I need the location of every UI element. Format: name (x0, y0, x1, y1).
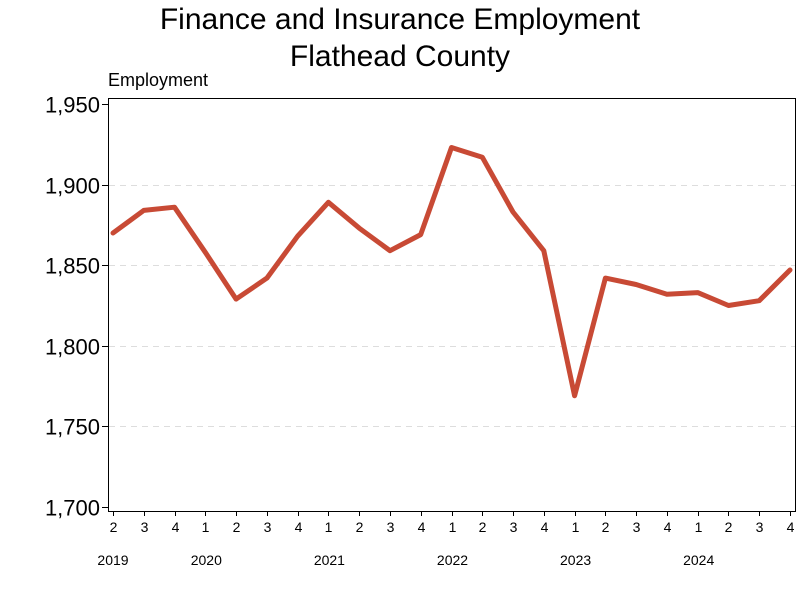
y-axis: 1,700 1,750 1,800 1,850 1,900 1,950 (45, 93, 108, 521)
data-point (634, 282, 639, 287)
x-tick-label: 3 (141, 519, 149, 535)
data-point (234, 297, 239, 302)
x-tick-label: 2 (233, 519, 241, 535)
x-tick-label: 1 (449, 519, 457, 535)
x-tick-label: 3 (264, 519, 272, 535)
x-year-label: 2024 (683, 552, 714, 568)
data-point (388, 248, 392, 253)
x-tick-label: 2 (602, 519, 610, 535)
x-tick-label: 2 (479, 519, 487, 535)
x-year-label: 2023 (560, 552, 591, 568)
x-tick-label: 4 (295, 519, 303, 535)
plot-frame (108, 98, 796, 512)
x-tick-label: 4 (418, 519, 426, 535)
data-point (326, 200, 331, 205)
data-point (141, 208, 146, 213)
x-tick-label: 1 (695, 519, 703, 535)
x-tick-label: 3 (510, 519, 518, 535)
x-axis: 2 3 4 1 2 3 4 1 2 3 4 1 2 3 4 1 2 3 4 1 2 3 4 2019 2020 2021 2022 2… (97, 511, 795, 568)
x-tick-label: 4 (664, 519, 672, 535)
data-point (603, 276, 608, 281)
x-tick-label: 1 (202, 519, 210, 535)
x-tick-label: 3 (633, 519, 641, 535)
data-point (541, 248, 546, 253)
y-axis-label: Employment (108, 70, 208, 90)
series-line (110, 145, 793, 399)
x-tick-label: 2 (356, 519, 364, 535)
chart-title: Finance and Insurance Employment Flathea… (0, 0, 800, 75)
data-point (757, 298, 762, 303)
y-tick-label: 1,900 (45, 174, 100, 199)
y-tick-label: 1,800 (45, 335, 100, 360)
data-point (695, 290, 700, 295)
y-tick-label: 1,700 (45, 496, 100, 521)
x-tick-label: 4 (787, 519, 795, 535)
data-point (295, 234, 300, 239)
x-year-label: 2021 (314, 552, 345, 568)
x-year-label: 2022 (437, 552, 468, 568)
data-point (111, 231, 115, 235)
chart-title-line-2: Flathead County (289, 40, 511, 73)
data-point (418, 232, 423, 237)
data-point (203, 250, 208, 255)
series-layer (110, 145, 793, 399)
data-point (480, 155, 485, 160)
chart-title-line-1: Finance and Insurance Employment (159, 3, 641, 36)
grid-lines (109, 185, 795, 427)
data-point (664, 292, 669, 297)
data-point (449, 145, 454, 150)
data-point (572, 393, 577, 398)
y-tick-label: 1,950 (45, 93, 100, 118)
x-tick-label: 1 (325, 519, 333, 535)
y-tick-label: 1,850 (45, 254, 100, 279)
data-point (726, 303, 731, 308)
data-point (788, 268, 792, 272)
x-tick-label: 4 (541, 519, 549, 535)
x-tick-label: 1 (572, 519, 580, 535)
x-year-label: 2020 (191, 552, 222, 568)
x-tick-label: 2 (725, 519, 733, 535)
x-tick-label: 3 (756, 519, 764, 535)
data-point (172, 205, 177, 210)
data-point (357, 226, 362, 231)
x-year-label: 2019 (97, 552, 128, 568)
x-tick-label: 3 (387, 519, 395, 535)
data-point (511, 210, 515, 214)
data-point (264, 276, 269, 281)
x-tick-label: 4 (172, 519, 180, 535)
y-tick-label: 1,750 (45, 415, 100, 440)
x-tick-label: 2 (110, 519, 118, 535)
